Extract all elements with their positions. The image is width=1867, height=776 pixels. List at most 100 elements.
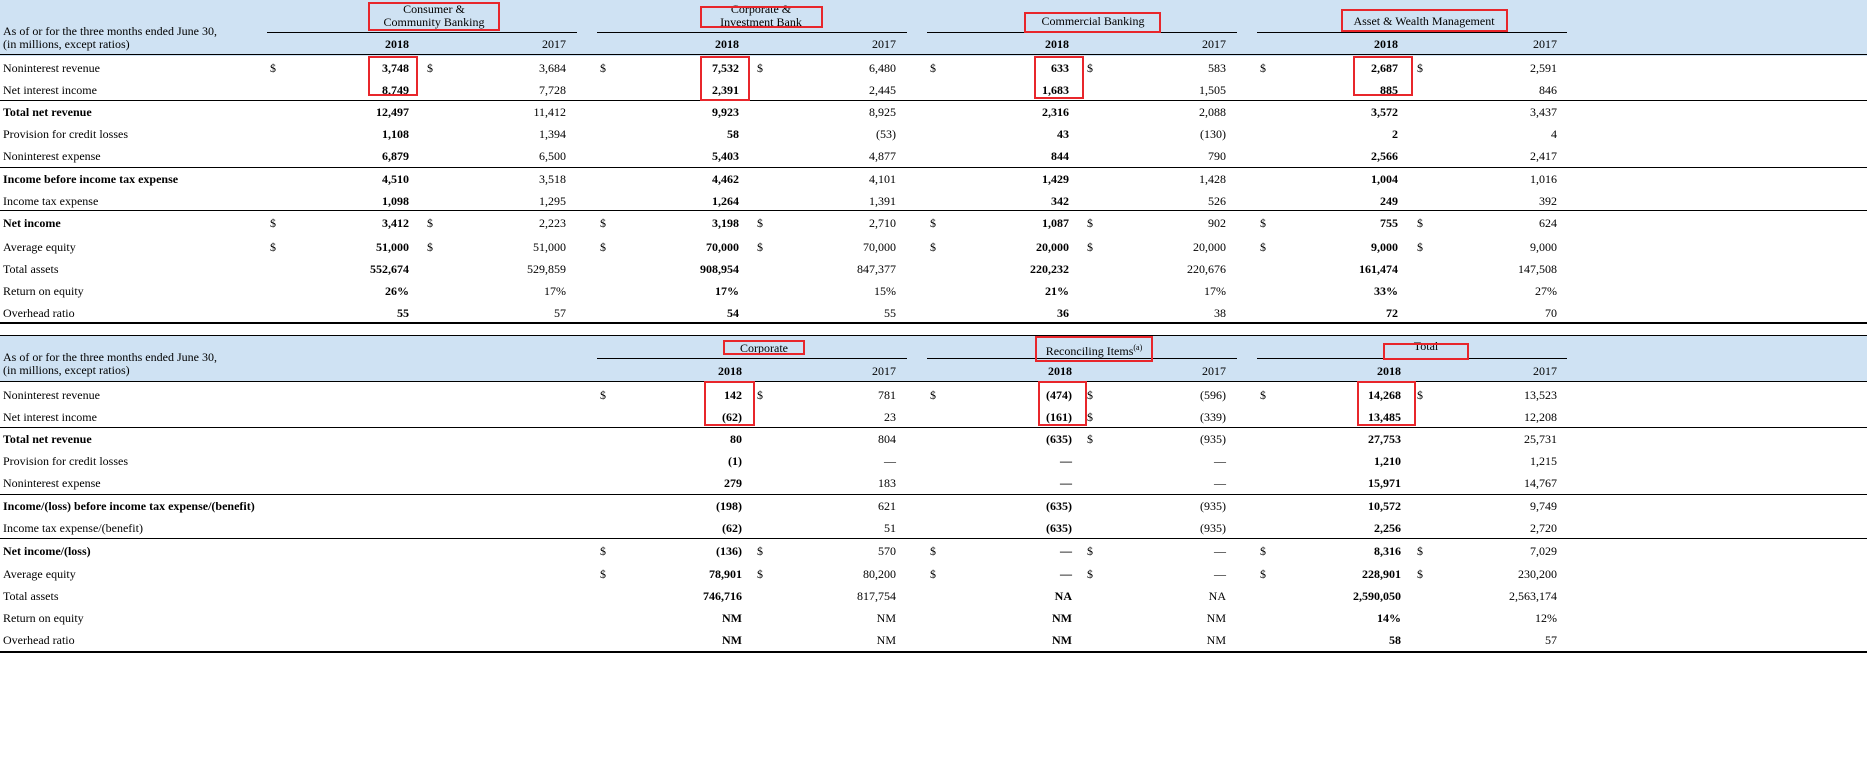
value-prior: NM xyxy=(876,611,896,625)
row-label: Income before income tax expense xyxy=(3,172,179,186)
value-prior: 183 xyxy=(878,476,896,490)
value-prior: 57 xyxy=(554,306,566,320)
value-prior: 2,088 xyxy=(1199,105,1226,119)
table-row: Total assets 552,674 529,859 908,954 847,377… xyxy=(0,258,1867,280)
row-label: Average equity xyxy=(3,567,76,581)
value-current: NM xyxy=(1052,633,1072,647)
value-prior: 2,591 xyxy=(1530,61,1557,75)
year-current-header: 2018 xyxy=(718,364,742,378)
dollar-sign: $ xyxy=(1087,410,1093,424)
header-rule xyxy=(0,381,1867,382)
value-prior: 51 xyxy=(884,521,896,535)
value-prior: 624 xyxy=(1539,216,1557,230)
table-row: Noninterest expense 6,879 6,500 5,403 4,877 8… xyxy=(0,145,1867,167)
table-row: Noninterest revenue $ $3,748 3,684 $ $7,532 6,… xyxy=(0,57,1867,79)
value-current: 14,268 xyxy=(1368,388,1401,402)
row-label: Net interest income xyxy=(3,83,97,97)
value-current: (635) xyxy=(1046,432,1072,446)
value-current: 2,316 xyxy=(1042,105,1069,119)
value-prior: (53) xyxy=(876,127,896,141)
row-label: Overhead ratio xyxy=(3,306,75,320)
value-current: 26% xyxy=(385,284,409,298)
table2-caption: As of or for the three months ended June… xyxy=(3,351,217,377)
dollar-sign: $ xyxy=(1087,544,1093,558)
row-label: Total assets xyxy=(3,589,59,603)
value-prior: 57 xyxy=(1545,633,1557,647)
row-label: Income tax expense/(benefit) xyxy=(3,521,143,535)
value-current: 1,098 xyxy=(382,194,409,208)
value-prior: 7,728 xyxy=(539,83,566,97)
value-current: (474) xyxy=(1046,388,1072,402)
value-prior: 9,749 xyxy=(1530,499,1557,513)
table-row: Provision for credit losses (1) — — — 1,210 1,… xyxy=(0,450,1867,472)
table-row: Income tax expense/(benefit) (62) 51 (635) (… xyxy=(0,517,1867,539)
value-prior: 23 xyxy=(884,410,896,424)
table-row: Net interest income (62) 23 $ (161) (339) 13,4… xyxy=(0,406,1867,428)
dollar-sign: $ xyxy=(600,567,606,581)
row-label: Noninterest revenue xyxy=(3,61,100,75)
dollar-sign: $ xyxy=(427,61,433,75)
value-prior: 11,412 xyxy=(533,105,566,119)
segment-rule xyxy=(927,358,1237,359)
value-prior: 17% xyxy=(544,284,566,298)
value-current: 342 xyxy=(1051,194,1069,208)
value-current: 9,923 xyxy=(712,105,739,119)
segment-header-cib: Corporate & Investment Bank xyxy=(720,2,802,29)
value-current: 3,198 xyxy=(712,216,739,230)
dollar-sign: $ xyxy=(1417,567,1423,581)
value-prior: 6,500 xyxy=(539,149,566,163)
value-current: 17% xyxy=(715,284,739,298)
table-row: Net income $ $3,412 2,223 $ $3,198 2,710 $ $1,08… xyxy=(0,212,1867,234)
row-label: Total assets xyxy=(3,262,59,276)
value-prior: 2,417 xyxy=(1530,149,1557,163)
value-prior: NM xyxy=(876,633,896,647)
value-prior: (596) xyxy=(1200,388,1226,402)
value-prior: 70,000 xyxy=(863,240,896,254)
value-current: 20,000 xyxy=(1036,240,1069,254)
dollar-sign: $ xyxy=(600,544,606,558)
row-rule xyxy=(0,210,1867,211)
value-prior: NM xyxy=(1206,633,1226,647)
value-prior: — xyxy=(1214,476,1226,490)
value-current: 1,264 xyxy=(712,194,739,208)
value-current: 2 xyxy=(1392,127,1398,141)
table-row: Overhead ratio NM NM NM NM 58 57 xyxy=(0,629,1867,651)
value-current: 142 xyxy=(724,388,742,402)
value-prior: 9,000 xyxy=(1530,240,1557,254)
value-prior: 13,523 xyxy=(1524,388,1557,402)
row-label: Overhead ratio xyxy=(3,633,75,647)
segment-header-ccb: Consumer & Community Banking xyxy=(383,2,485,29)
value-current: (635) xyxy=(1046,521,1072,535)
segment-rule xyxy=(597,358,907,359)
value-current: NM xyxy=(722,633,742,647)
value-current: 228,901 xyxy=(1362,567,1401,581)
table-row: Overhead ratio 55 57 54 55 36 38 72 70 xyxy=(0,302,1867,324)
header-rule xyxy=(0,54,1867,55)
value-current: 755 xyxy=(1380,216,1398,230)
dollar-sign: $ xyxy=(427,216,433,230)
value-current: 161,474 xyxy=(1359,262,1398,276)
value-current: 10,572 xyxy=(1368,499,1401,513)
value-prior: — xyxy=(1214,567,1226,581)
row-label: Total net revenue xyxy=(3,432,92,446)
segment-rule xyxy=(267,32,577,33)
value-prior: 8,925 xyxy=(869,105,896,119)
value-current: 9,000 xyxy=(1371,240,1398,254)
value-prior: 7,029 xyxy=(1530,544,1557,558)
value-current: 2,566 xyxy=(1371,149,1398,163)
year-prior-header: 2017 xyxy=(1202,364,1226,378)
value-prior: 12% xyxy=(1535,611,1557,625)
value-current: 8,316 xyxy=(1374,544,1401,558)
table-row: Total assets 746,716 817,754 NA NA 2,590,050 2… xyxy=(0,585,1867,607)
value-prior: 2,445 xyxy=(869,83,896,97)
value-current: (136) xyxy=(716,544,742,558)
value-prior: 790 xyxy=(1208,149,1226,163)
value-current: 36 xyxy=(1057,306,1069,320)
value-current: 78,901 xyxy=(709,567,742,581)
segment-rule xyxy=(597,32,907,33)
value-current: NM xyxy=(1052,611,1072,625)
table-row: Noninterest revenue $ $142 781 $ $ (474) (596) $… xyxy=(0,384,1867,406)
value-prior: 12,208 xyxy=(1524,410,1557,424)
caption-line-1: As of or for the three months ended June… xyxy=(3,350,217,364)
table-row: Average equity $ $78,901 80,200 $ $ — — $ $228,90… xyxy=(0,563,1867,585)
